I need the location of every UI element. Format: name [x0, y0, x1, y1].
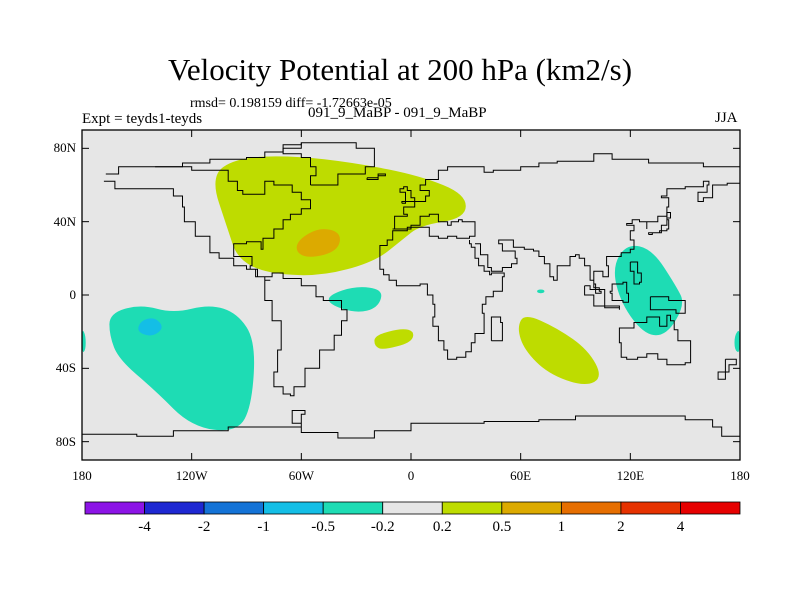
anomaly-region-dateline-negative-west: [82, 330, 86, 353]
coastline-14: [399, 186, 416, 204]
colorbar-label: -4: [138, 519, 151, 535]
colorbar-swatch: [560, 501, 622, 515]
colorbar-swatch: [263, 501, 324, 515]
x-tick-label: 180: [72, 468, 92, 483]
coastline-8: [584, 285, 606, 307]
coastline-11: [649, 296, 686, 314]
stats-label: rmsd= 0.198159 diff= -1.72663e-05: [190, 96, 392, 111]
coastline-2: [282, 142, 375, 186]
colorbar-swatch: [322, 501, 384, 515]
season-label: JJA: [715, 110, 738, 126]
coastline-16: [717, 358, 737, 380]
y-tick-label: 40N: [53, 213, 76, 229]
colorbar-swatch: [203, 501, 265, 515]
anomaly-region-central-max: [296, 229, 340, 257]
colorbar-swatch: [144, 501, 205, 515]
colorbar-swatch: [620, 501, 681, 515]
x-tick-label: 60E: [510, 468, 532, 483]
coastline-9: [604, 305, 620, 310]
anomaly-region-indian-ocean-positive: [518, 317, 599, 385]
colorbar-label: -0.2: [370, 519, 395, 535]
anomaly-region-dateline-negative-east: [734, 330, 740, 353]
anomaly-region-western-pacific-negative: [614, 245, 683, 336]
colorbar-label: 4: [676, 519, 685, 535]
coastline-13: [629, 261, 642, 285]
chart-subtitle: 091_9_MaBP - 091_9_MaBP: [308, 105, 487, 121]
y-tick-label: 0: [69, 287, 77, 302]
x-tick-label: 120W: [175, 468, 208, 483]
anomaly-region-pacific-minimum: [138, 318, 162, 336]
coastline-17: [82, 410, 740, 439]
colorbar-swatch: [84, 501, 145, 515]
anomaly-region-equatorial-speck: [537, 289, 545, 294]
experiment-label: Expt = teyds1-teyds: [82, 111, 203, 127]
colorbar-swatch: [441, 501, 503, 515]
x-tick-label: 120E: [616, 468, 645, 483]
colorbar-label: 1: [557, 519, 566, 535]
colorbar-label: 0.2: [432, 519, 452, 535]
coastline-4: [379, 213, 505, 360]
anomaly-region-eurasia-positive: [215, 156, 466, 276]
colorbar-label: -1: [257, 519, 270, 535]
y-tick-label: 40S: [55, 360, 76, 376]
y-tick-label: 80N: [53, 140, 76, 156]
colorbar-label: -2: [197, 519, 211, 535]
coastline-3: [392, 153, 740, 230]
coastline-1: [103, 166, 348, 397]
chart-title: Velocity Potential at 200 hPa (km2/s): [167, 52, 633, 87]
y-tick-label: 80S: [55, 433, 76, 449]
coastline-6: [490, 316, 503, 342]
x-tick-label: 0: [407, 468, 415, 483]
anomaly-region-south-atlantic-positive: [374, 329, 414, 349]
coastline-12: [648, 212, 671, 235]
colorbar-label: 0.5: [492, 519, 512, 535]
x-tick-label: 60W: [288, 468, 314, 483]
coastline-5: [475, 175, 740, 294]
colorbar-label: 2: [617, 519, 625, 535]
colorbar-label: -0.5: [311, 519, 336, 535]
anomaly-region-pacific-negative: [109, 306, 255, 431]
coastline-15: [366, 173, 386, 180]
x-tick-label: 180: [730, 468, 750, 483]
colorbar-swatch: [680, 501, 741, 515]
coastline-7: [618, 314, 692, 366]
coastline-10: [609, 281, 629, 303]
colorbar-swatch: [382, 501, 443, 515]
colorbar-swatch: [501, 501, 562, 515]
